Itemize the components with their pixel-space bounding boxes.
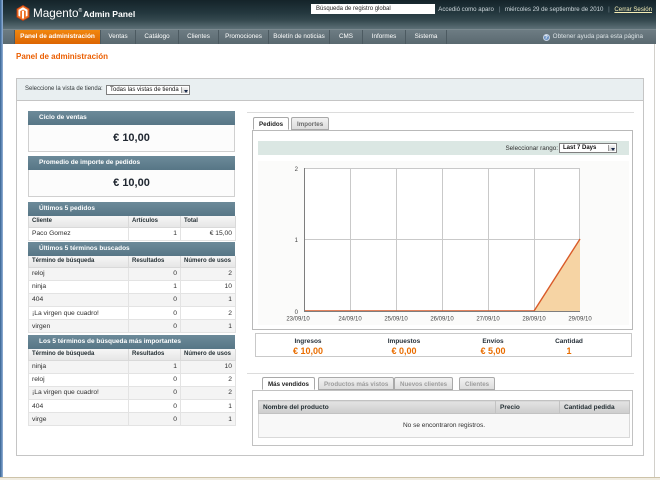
svg-text:1: 1 — [295, 238, 299, 244]
svg-text:24/09/10: 24/09/10 — [338, 317, 362, 323]
svg-text:28/09/10: 28/09/10 — [522, 317, 546, 323]
svg-text:26/09/10: 26/09/10 — [430, 317, 454, 323]
svg-text:0: 0 — [295, 310, 299, 316]
svg-text:29/09/10: 29/09/10 — [568, 317, 592, 323]
svg-text:23/09/10: 23/09/10 — [286, 317, 310, 323]
svg-text:27/09/10: 27/09/10 — [476, 317, 500, 323]
svg-text:2: 2 — [295, 167, 299, 173]
svg-text:25/09/10: 25/09/10 — [384, 317, 408, 323]
